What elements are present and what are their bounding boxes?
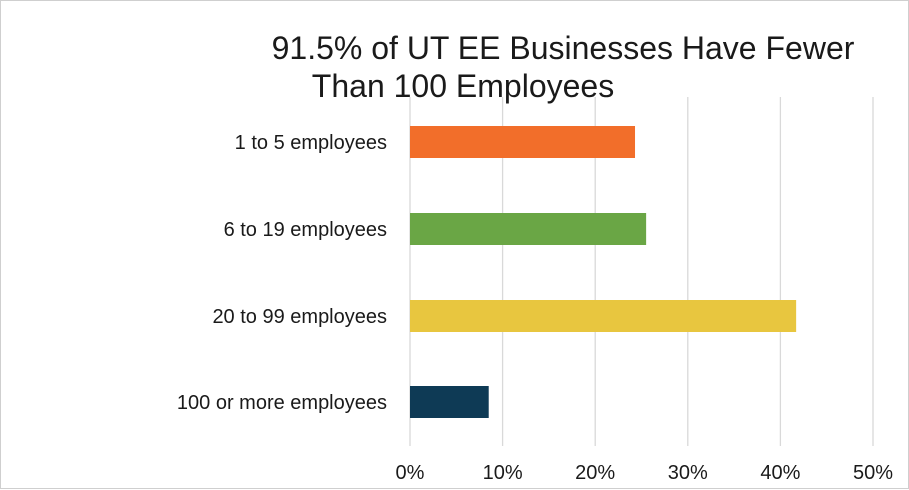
category-label: 100 or more employees	[177, 392, 387, 414]
bar	[410, 300, 797, 332]
x-tick-label: 10%	[483, 462, 523, 484]
chart-title-line-1: 91.5% of UT EE Businesses Have Fewer	[272, 30, 855, 66]
bar	[410, 126, 636, 158]
category-label: 6 to 19 employees	[224, 219, 387, 241]
x-tick-label: 30%	[668, 462, 708, 484]
x-tick-label: 40%	[760, 462, 800, 484]
x-tick-label: 20%	[575, 462, 615, 484]
category-label: 1 to 5 employees	[235, 132, 387, 154]
category-labels: 1 to 5 employees 6 to 19 employees 20 to 9…	[177, 132, 387, 414]
bars	[410, 126, 797, 418]
x-tick-label: 50%	[853, 462, 893, 484]
x-axis-tick-labels: 0% 10% 20% 30% 40% 50%	[396, 462, 894, 484]
chart-title: 91.5% of UT EE Businesses Have Fewer Tha…	[272, 30, 855, 104]
chart-title-line-2: Than 100 Employees	[312, 68, 614, 104]
bar	[410, 386, 489, 418]
bar	[410, 213, 647, 245]
category-label: 20 to 99 employees	[212, 306, 387, 328]
x-tick-label: 0%	[396, 462, 425, 484]
